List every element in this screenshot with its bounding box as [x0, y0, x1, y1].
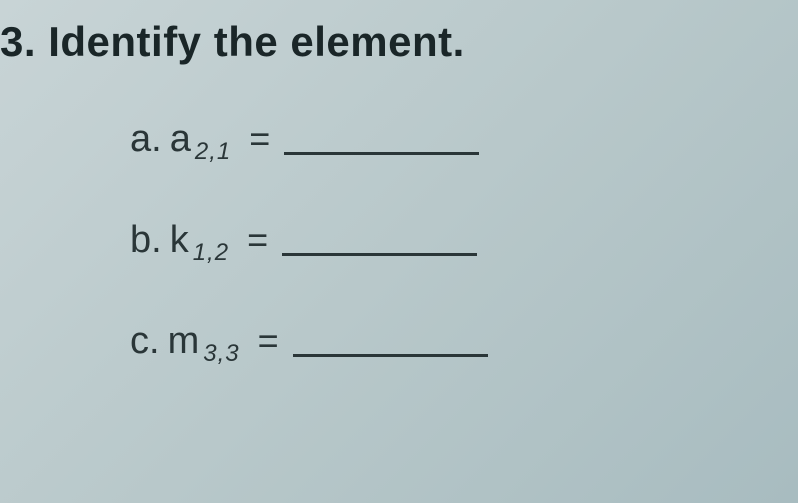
question-title: 3. Identify the element. — [0, 18, 798, 66]
subscript: 2,1 — [195, 138, 231, 166]
question-prompt: Identify the element. — [48, 18, 465, 65]
item-label: c. — [130, 320, 160, 363]
item-c: c. m 3,3 = — [130, 320, 798, 363]
answer-blank[interactable] — [284, 152, 479, 155]
question-number: 3. — [0, 18, 36, 65]
answer-blank[interactable] — [293, 354, 488, 357]
equals-sign: = — [249, 118, 270, 160]
item-label: a. — [130, 118, 162, 161]
worksheet-page: 3. Identify the element. a. a 2,1 = b. k… — [0, 0, 798, 363]
items-list: a. a 2,1 = b. k 1,2 = c. m 3,3 = — [0, 66, 798, 363]
equals-sign: = — [247, 219, 268, 261]
subscript: 1,2 — [193, 239, 229, 267]
item-b: b. k 1,2 = — [130, 219, 798, 262]
equals-sign: = — [258, 320, 279, 362]
variable-name: m — [168, 320, 200, 363]
item-label: b. — [130, 219, 162, 262]
answer-blank[interactable] — [282, 253, 477, 256]
subscript: 3,3 — [203, 340, 239, 368]
item-a: a. a 2,1 = — [130, 118, 798, 161]
variable-name: a — [170, 118, 191, 161]
variable-name: k — [170, 219, 189, 262]
